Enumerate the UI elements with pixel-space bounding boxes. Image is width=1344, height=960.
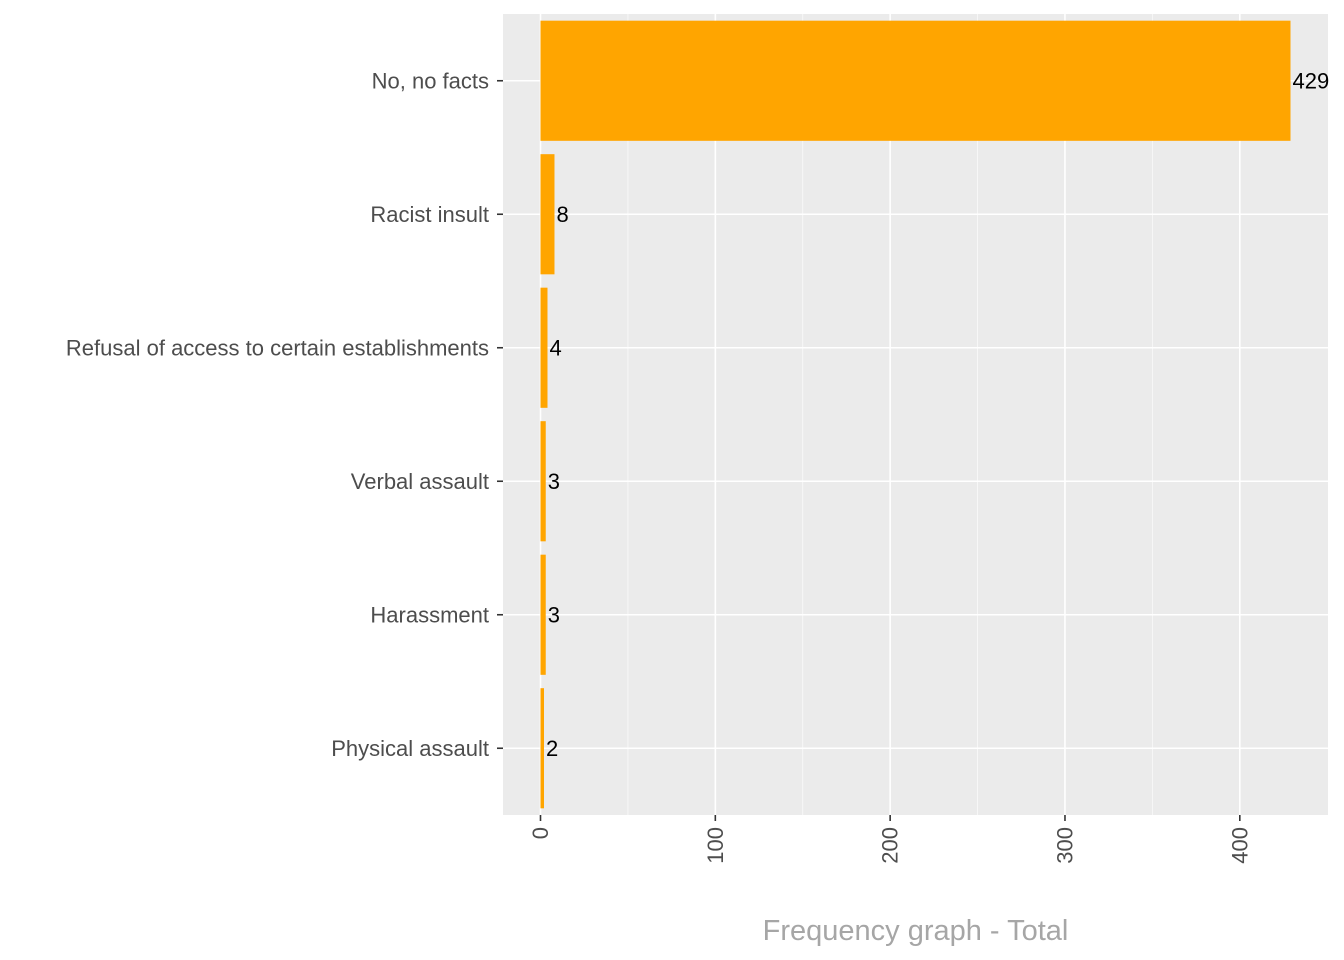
- bar: [540, 20, 1291, 141]
- category-label: Refusal of access to certain establishme…: [66, 335, 489, 360]
- bar: [540, 154, 555, 275]
- data-label: 3: [548, 469, 560, 494]
- grid-minor: [627, 14, 1153, 815]
- x-tick-label: 0: [528, 827, 553, 839]
- bars: [540, 20, 1291, 809]
- category-label: Verbal assault: [351, 469, 489, 494]
- data-label: 8: [556, 202, 568, 227]
- x-tick-label: 300: [1052, 827, 1077, 864]
- category-label: Racist insult: [370, 202, 489, 227]
- x-axis: 0 100 200 300 400: [528, 815, 1252, 864]
- x-tick-label: 200: [878, 827, 903, 864]
- bar: [540, 554, 546, 675]
- category-label: No, no facts: [372, 68, 489, 93]
- plot-panel: [503, 14, 1328, 815]
- bar: [540, 287, 548, 408]
- data-label: 3: [548, 602, 560, 627]
- bar: [540, 421, 546, 542]
- x-tick-label: 100: [703, 827, 728, 864]
- data-label: 429: [1293, 68, 1330, 93]
- y-axis: No, no facts Racist insult Refusal of acce…: [66, 68, 503, 761]
- x-tick-label: 400: [1227, 827, 1252, 864]
- data-label: 4: [549, 335, 561, 360]
- category-label: Harassment: [370, 602, 489, 627]
- bar: [540, 688, 544, 809]
- data-labels: 429 8 4 3 3 2: [546, 68, 1329, 761]
- data-label: 2: [546, 736, 558, 761]
- category-label: Physical assault: [331, 736, 489, 761]
- x-axis-title: Frequency graph - Total: [763, 915, 1069, 947]
